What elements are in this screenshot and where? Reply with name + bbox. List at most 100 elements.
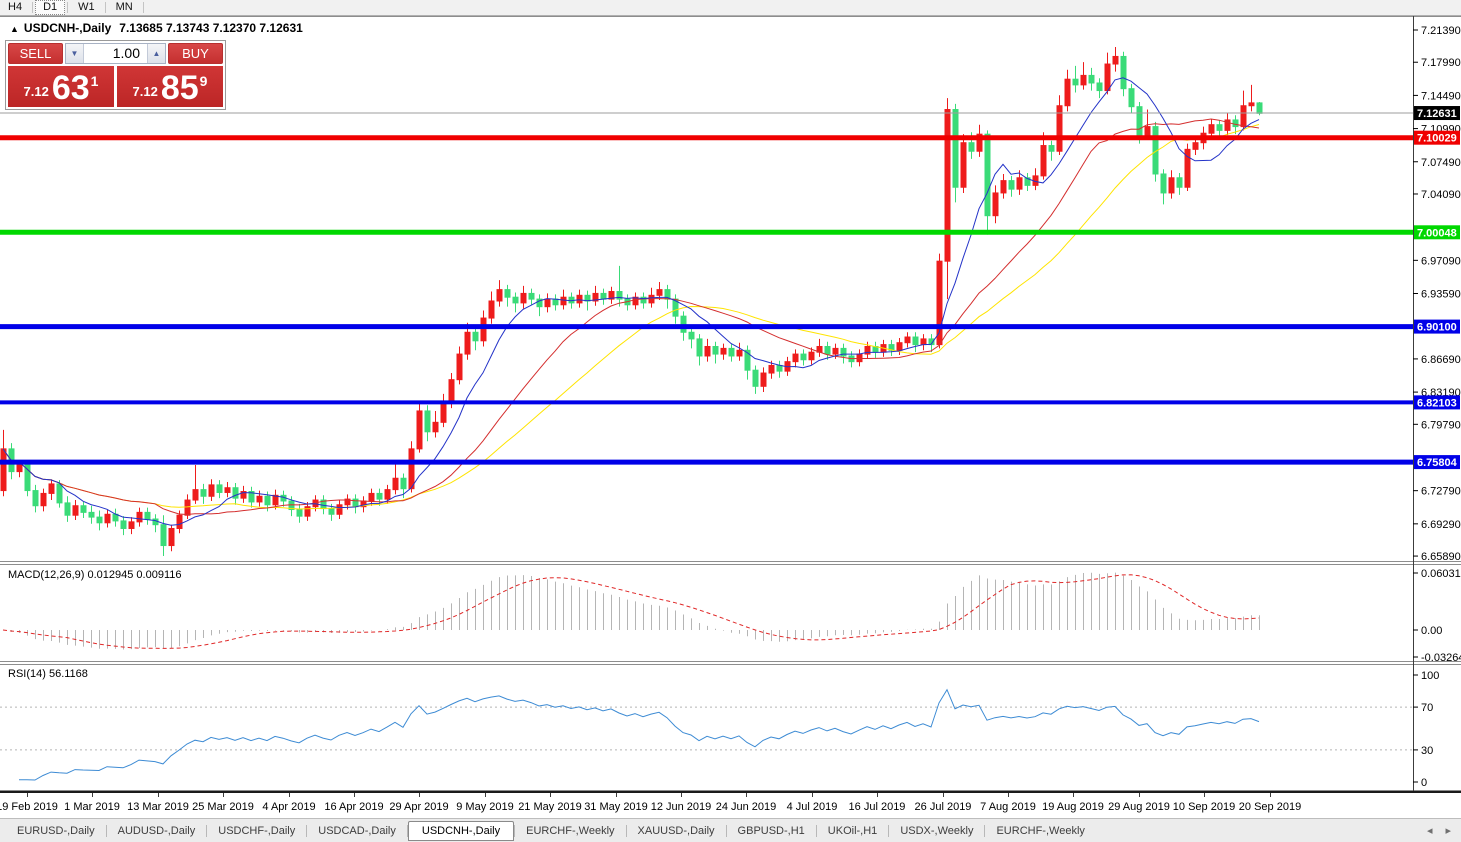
candle-body	[272, 494, 279, 506]
level-price-tag: 6.82103	[1417, 397, 1457, 409]
volume-stepper: ▼ 1.00 ▲	[65, 43, 166, 64]
ma-mid-line	[2, 118, 1260, 516]
symbol-name: USDCNH-,Daily	[23, 21, 112, 35]
candle-body	[400, 477, 407, 490]
level-price-tag-bg	[1414, 130, 1460, 145]
price-axis-label: 6.65890	[1421, 551, 1461, 563]
candle-body	[1024, 177, 1031, 186]
symbol-tab-usdchf-daily[interactable]: USDCHF-,Daily	[218, 824, 296, 837]
candle-body	[1072, 78, 1079, 86]
candle-body	[472, 331, 479, 342]
date-axis-label: 13 Mar 2019	[127, 801, 189, 813]
candle-body	[464, 331, 471, 355]
tab-separator	[306, 824, 308, 837]
candle-body	[504, 289, 511, 298]
candle-body	[32, 490, 39, 507]
symbol-tab-eurusd-daily[interactable]: EURUSD-,Daily	[17, 824, 95, 837]
ma-fast-line	[2, 77, 1260, 526]
candle-body	[1096, 82, 1103, 92]
candle-body	[184, 499, 191, 516]
candle-body	[432, 421, 439, 433]
candle-body	[336, 504, 343, 515]
candle-body	[448, 379, 455, 404]
price-axis-label: 7.07490	[1421, 157, 1461, 169]
symbol-info-line: ▲ USDCNH-,Daily 7.13685 7.13743 7.12370 7.…	[10, 21, 303, 35]
tab-scroll-left-icon[interactable]: ◂	[1426, 825, 1433, 837]
sell-price[interactable]: 7.12 63 1	[8, 66, 114, 107]
tab-separator	[725, 824, 727, 837]
date-axis-label: 10 Sep 2019	[1173, 801, 1235, 813]
date-axis-label: 7 Aug 2019	[980, 801, 1036, 813]
candle-body	[640, 296, 647, 304]
candle-body	[904, 336, 911, 344]
price-axis-label: 6.79790	[1421, 419, 1461, 431]
candle-body	[1224, 119, 1231, 131]
timeframe-toolbar: H4 D1 W1 MN	[0, 0, 1461, 16]
candle-body	[440, 402, 447, 423]
candle-body	[496, 289, 503, 302]
candle-body	[976, 133, 983, 152]
symbol-tab-xauusd-daily[interactable]: XAUUSD-,Daily	[637, 824, 715, 837]
symbol-tab-ukoil-h1[interactable]: UKOil-,H1	[827, 824, 878, 837]
candle-body	[104, 513, 111, 524]
volume-increase-button[interactable]: ▲	[147, 44, 165, 63]
date-axis-label: 29 Apr 2019	[389, 801, 448, 813]
timeframe-button-H4[interactable]: H4	[8, 1, 23, 13]
candle-body	[1144, 126, 1151, 137]
ohlc-values: 7.13685 7.13743 7.12370 7.12631	[119, 21, 303, 35]
candle-body	[208, 484, 215, 497]
candle-body	[1056, 105, 1063, 152]
collapse-triangle-icon: ▲	[10, 24, 19, 34]
rsi-line	[18, 688, 1260, 781]
date-axis-label: 26 Jul 2019	[915, 801, 972, 813]
candle-body	[40, 492, 47, 507]
candle-body	[1216, 124, 1223, 131]
candle-body	[1016, 177, 1023, 190]
tab-separator	[625, 824, 627, 837]
symbol-tab-audusd-daily[interactable]: AUDUSD-,Daily	[117, 824, 196, 837]
volume-decrease-button[interactable]: ▼	[66, 44, 84, 63]
candle-body	[88, 511, 95, 518]
sell-button[interactable]: SELL	[8, 43, 63, 64]
symbol-tab-gbpusd-h1[interactable]: GBPUSD-,H1	[737, 824, 805, 837]
candle-body	[1128, 88, 1135, 108]
candle-body	[560, 296, 567, 306]
candle-body	[392, 477, 399, 491]
symbol-tab-eurchf-weekly[interactable]: EURCHF-,Weekly	[526, 824, 615, 837]
candle-body	[840, 347, 847, 357]
timeframe-button-MN[interactable]: MN	[115, 1, 133, 13]
candle-body	[536, 298, 543, 308]
symbol-tab-eurchf-weekly[interactable]: EURCHF-,Weekly	[996, 824, 1085, 837]
candle-body	[1160, 173, 1167, 194]
buy-price[interactable]: 7.12 85 9	[117, 66, 223, 107]
candle-body	[960, 142, 967, 188]
tab-scroll-buttons: ◂ ▸	[1427, 824, 1451, 837]
tab-separator	[105, 824, 107, 837]
symbol-tab-usdcad-daily[interactable]: USDCAD-,Daily	[318, 824, 396, 837]
rsi-axis-label: 70	[1421, 702, 1433, 714]
symbol-tab-usdcnh-daily[interactable]: USDCNH-,Daily	[407, 820, 515, 841]
candle-body	[1088, 74, 1095, 84]
macd-values: 0.012945 0.009116	[87, 569, 182, 581]
timeframe-button-D1[interactable]: D1	[35, 0, 66, 15]
tab-scroll-right-icon[interactable]: ▸	[1445, 825, 1451, 837]
candle-body	[120, 520, 127, 529]
volume-input[interactable]: 1.00	[112, 45, 140, 61]
sell-price-sup: 1	[90, 73, 99, 89]
chart-background	[0, 16, 1461, 793]
candle-body	[1112, 55, 1119, 65]
candle-body	[1040, 145, 1047, 177]
level-price-tag: 6.75804	[1417, 457, 1458, 469]
candle-body	[776, 364, 783, 372]
toolbar-separator	[104, 2, 106, 13]
candle-body	[240, 491, 247, 499]
symbol-tab-usdx-weekly[interactable]: USDX-,Weekly	[900, 824, 974, 837]
rsi-axis-label: 30	[1421, 745, 1433, 757]
date-axis-label: 1 Mar 2019	[64, 801, 120, 813]
candle-body	[696, 338, 703, 357]
candle-body	[920, 338, 927, 346]
timeframe-button-W1[interactable]: W1	[78, 1, 95, 13]
buy-button[interactable]: BUY	[168, 43, 223, 64]
